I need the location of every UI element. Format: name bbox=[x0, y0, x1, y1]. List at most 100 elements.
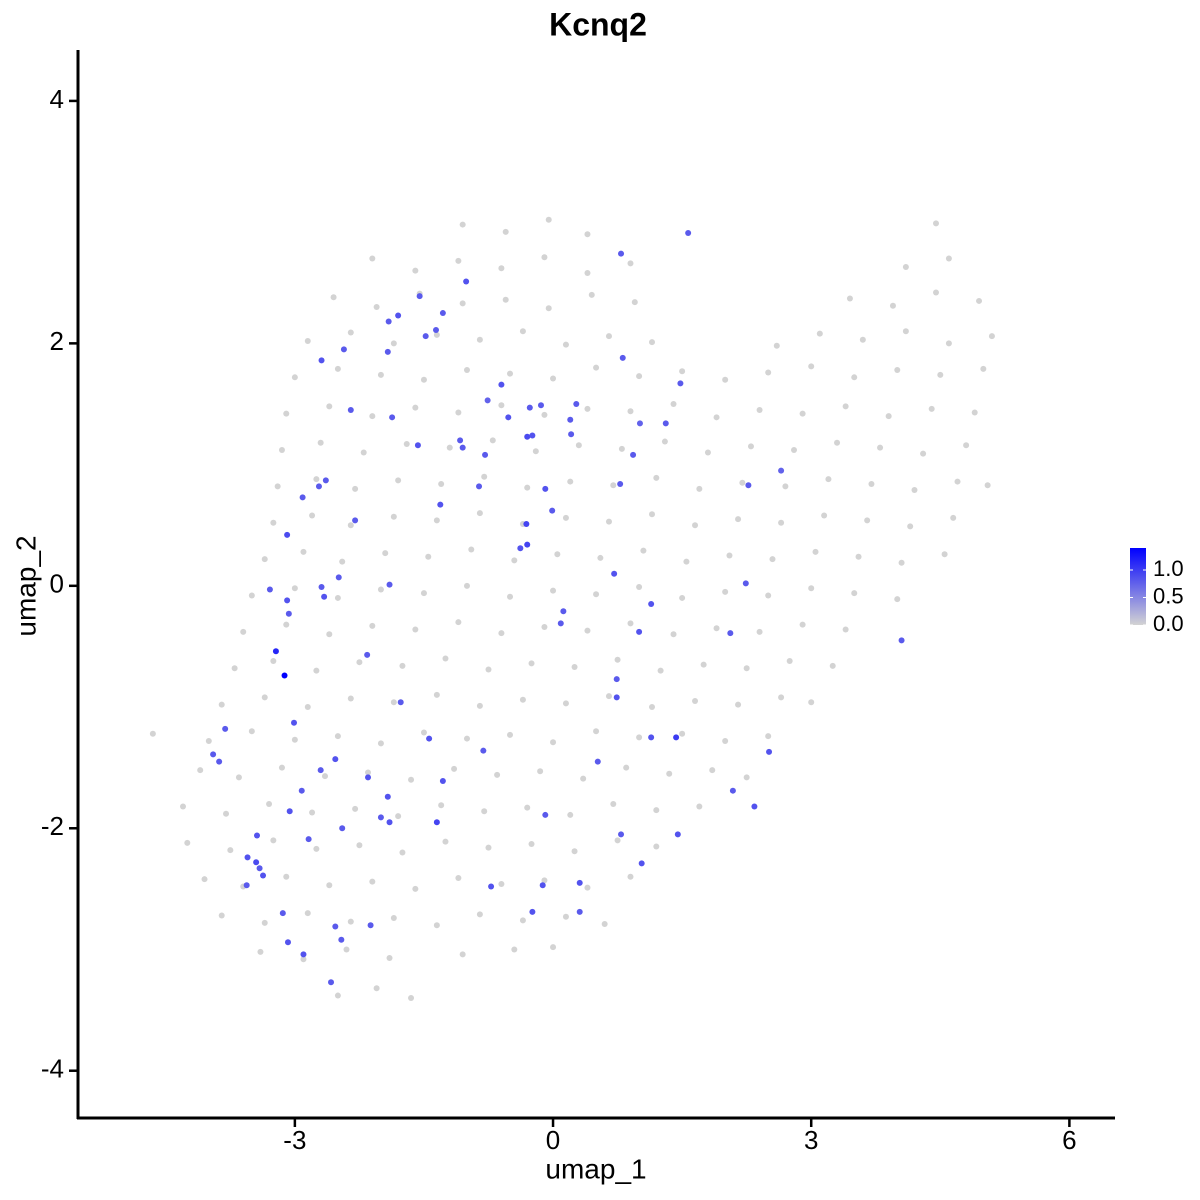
cell-point bbox=[498, 265, 505, 272]
cell-point bbox=[894, 367, 901, 374]
cell-point bbox=[369, 622, 376, 629]
cell-point bbox=[524, 484, 531, 491]
cell-point bbox=[537, 768, 544, 775]
cell-point bbox=[365, 774, 372, 781]
cell-point bbox=[476, 483, 483, 490]
cell-point bbox=[222, 725, 229, 732]
cell-point bbox=[636, 734, 643, 741]
cell-point bbox=[433, 517, 440, 524]
cell-point bbox=[356, 842, 363, 849]
cell-point bbox=[545, 216, 552, 223]
cell-point bbox=[825, 476, 832, 483]
x-axis-label: umap_1 bbox=[545, 1153, 646, 1184]
cell-point bbox=[356, 659, 363, 666]
cell-point bbox=[326, 403, 333, 410]
cell-point bbox=[550, 587, 557, 594]
cell-point bbox=[808, 363, 815, 370]
cell-point bbox=[309, 809, 316, 816]
cell-point bbox=[334, 594, 341, 601]
cell-point bbox=[560, 608, 567, 615]
cell-point bbox=[403, 440, 410, 447]
cell-point bbox=[412, 885, 419, 892]
cell-point bbox=[963, 442, 970, 449]
cell-point bbox=[463, 367, 470, 374]
cell-point bbox=[205, 737, 212, 744]
cell-point bbox=[545, 305, 552, 312]
cell-point bbox=[367, 922, 374, 929]
cell-point bbox=[347, 329, 354, 336]
cell-point bbox=[898, 637, 905, 644]
cell-point bbox=[550, 739, 557, 746]
cell-point bbox=[339, 825, 346, 832]
cell-point bbox=[390, 513, 397, 520]
cell-point bbox=[984, 482, 991, 489]
points-layer bbox=[149, 216, 995, 1001]
cell-point bbox=[670, 631, 677, 638]
cell-point bbox=[742, 580, 749, 587]
cell-point bbox=[842, 403, 849, 410]
cell-point bbox=[638, 860, 645, 867]
cell-point bbox=[328, 979, 335, 986]
cell-point bbox=[300, 951, 307, 958]
cell-point bbox=[377, 740, 384, 747]
cell-point bbox=[507, 370, 514, 377]
cell-point bbox=[451, 765, 458, 772]
cell-point bbox=[347, 695, 354, 702]
colorbar-tick-label: 1.0 bbox=[1153, 556, 1184, 581]
cell-point bbox=[498, 402, 505, 409]
x-tick-label: 0 bbox=[546, 1125, 560, 1155]
cell-point bbox=[463, 735, 470, 742]
cell-point bbox=[422, 333, 429, 340]
cell-point bbox=[945, 255, 952, 262]
cell-point bbox=[286, 808, 293, 815]
colorbar-tick-label: 0.0 bbox=[1153, 611, 1184, 636]
cell-point bbox=[442, 838, 449, 845]
cell-point bbox=[778, 694, 785, 701]
cell-point bbox=[523, 520, 530, 527]
cell-point bbox=[399, 849, 406, 856]
cell-point bbox=[309, 512, 316, 519]
cell-point bbox=[389, 414, 396, 421]
cell-point bbox=[791, 447, 798, 454]
cell-point bbox=[369, 413, 376, 420]
cell-point bbox=[481, 808, 488, 815]
cell-point bbox=[751, 803, 758, 810]
cell-point bbox=[266, 586, 273, 593]
cell-point bbox=[457, 437, 464, 444]
cell-point bbox=[253, 859, 260, 866]
cell-point bbox=[613, 676, 620, 683]
cell-point bbox=[954, 478, 961, 485]
cell-point bbox=[557, 620, 564, 627]
cell-point bbox=[360, 449, 367, 456]
cell-point bbox=[605, 518, 612, 525]
cell-point bbox=[240, 628, 247, 635]
cell-point bbox=[846, 295, 853, 302]
cell-point bbox=[416, 293, 423, 300]
cell-point bbox=[799, 410, 806, 417]
cell-point bbox=[889, 302, 896, 309]
cell-point bbox=[313, 845, 320, 852]
cell-point bbox=[283, 621, 290, 628]
x-tick-label: 3 bbox=[804, 1125, 818, 1155]
cell-point bbox=[623, 764, 630, 771]
cell-point bbox=[373, 985, 380, 992]
cell-point bbox=[894, 596, 901, 603]
cell-point bbox=[382, 550, 389, 557]
cell-point bbox=[649, 339, 656, 346]
cell-point bbox=[291, 719, 298, 726]
cell-point bbox=[425, 553, 432, 560]
cell-point bbox=[834, 439, 841, 446]
cell-point bbox=[885, 413, 892, 420]
cell-point bbox=[318, 357, 325, 364]
cell-point bbox=[352, 517, 359, 524]
cell-point bbox=[778, 519, 785, 526]
cell-point bbox=[614, 656, 621, 663]
cell-point bbox=[283, 873, 290, 880]
cell-point bbox=[485, 844, 492, 851]
cell-point bbox=[468, 546, 475, 553]
cell-point bbox=[395, 813, 402, 820]
cell-point bbox=[756, 628, 763, 635]
cell-point bbox=[524, 804, 531, 811]
cell-point bbox=[321, 773, 328, 780]
cell-point bbox=[562, 700, 569, 707]
